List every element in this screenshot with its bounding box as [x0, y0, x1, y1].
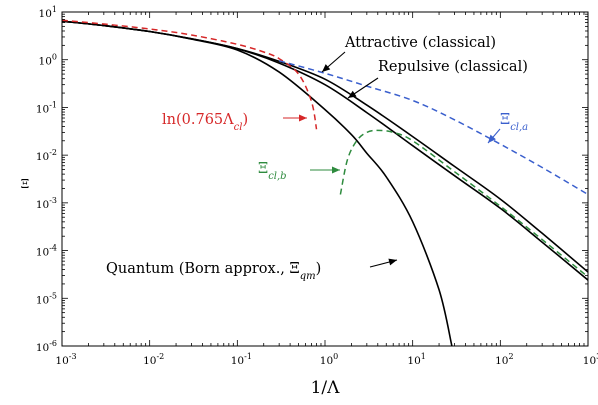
x-axis-title: 1/Λ [311, 378, 341, 398]
annotation-attractive: Attractive (classical) [344, 35, 496, 51]
annotation-log: ln(0.765Λcl) [162, 112, 248, 133]
x-tick-label: 100 [320, 352, 338, 367]
x-tick-label: 101 [407, 352, 425, 367]
y-tick-label: 10-4 [36, 244, 57, 259]
x-tick-label: 102 [495, 352, 513, 367]
series-layer [62, 19, 588, 346]
series-line-5 [339, 129, 588, 278]
ticks-layer [61, 11, 589, 347]
x-tick-label: 10-2 [143, 352, 164, 367]
series-line-4 [279, 60, 588, 196]
arrow-attractive-head [322, 64, 331, 72]
arrow-xi-cl-b-head [332, 166, 340, 174]
y-tick-label: 100 [39, 53, 57, 68]
annotation-layer: Attractive (classical) Repulsive (classi… [106, 35, 528, 282]
y-tick-label: 10-2 [36, 148, 57, 163]
y-tick-label: 10-1 [36, 100, 57, 115]
y-tick-label: 101 [39, 5, 57, 20]
annotation-xi-cl-a: Ξcl,a [500, 112, 528, 133]
series-line-2 [62, 20, 453, 346]
annotation-quantum: Quantum (Born approx., Ξqm) [106, 261, 321, 282]
y-tick-label: 10-6 [36, 339, 57, 354]
y-axis-title: Ξ [21, 177, 29, 191]
x-tick-label: 103 [583, 352, 598, 367]
arrow-quantum-head [388, 258, 397, 266]
annotation-repulsive: Repulsive (classical) [378, 59, 528, 75]
arrow-xi-cl-a-head [488, 134, 496, 143]
annotation-arrows [283, 51, 501, 268]
x-tick-label: 10-3 [55, 352, 76, 367]
tick-labels: 10-3 10-2 10-1 100 101 102 103 10-6 10-5 10-4 10-3… [36, 5, 598, 367]
x-tick-label: 10-1 [231, 352, 252, 367]
annotation-xi-cl-b: Ξcl,b [258, 161, 287, 182]
y-tick-label: 10-5 [36, 291, 57, 306]
series-line-3 [62, 19, 318, 130]
arrow-repulsive-head [348, 90, 357, 98]
arrow-log-head [299, 114, 307, 122]
y-tick-label: 10-3 [36, 196, 57, 211]
